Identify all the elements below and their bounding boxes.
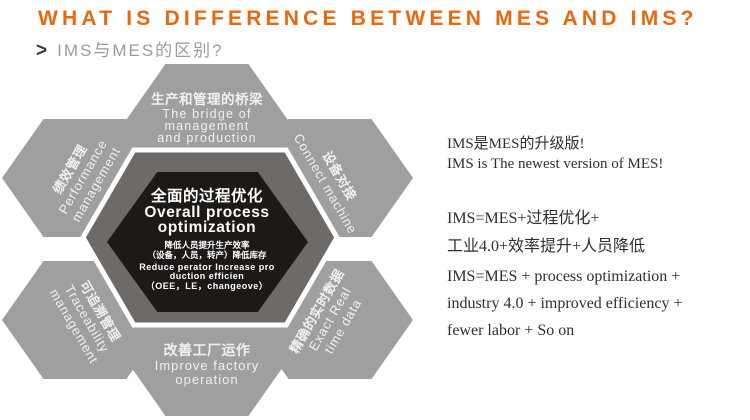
center-detail-en: duction efficien: [170, 271, 245, 281]
hexagon-bottom-label: operation: [175, 372, 238, 387]
center-detail-zh: （设备，人员，转产）降低库存: [147, 250, 267, 260]
page-title: WHAT IS DIFFERENCE BETWEEN MES AND IMS?: [38, 7, 698, 30]
panel-paragraph-2: IMS=MES+过程优化+ 工业4.0+效率提升+人员降低: [447, 205, 747, 261]
hexagon-top-label: The bridge of: [162, 107, 251, 121]
center-hexagon-text: 全面的过程优化 Overall process optimization 降低人…: [139, 186, 275, 291]
hexagon-bottom-label: Improve factory: [155, 358, 260, 373]
hexagon-bottom-label: 改善工厂运作: [164, 342, 251, 358]
panel-line: IMS=MES + process optimization +: [447, 268, 681, 285]
panel-paragraph-3: IMS=MES + process optimization + industr…: [447, 263, 747, 344]
center-hexagon: [107, 172, 308, 312]
center-title-zh: 全面的过程优化: [150, 186, 263, 205]
center-detail-en: （OEE，LE，changeove）: [146, 281, 269, 291]
panel-line: industry 4.0 + improved efficiency +: [447, 295, 683, 312]
right-panel: IMS是MES的升级版! IMS is The newest version o…: [447, 134, 747, 344]
panel-paragraph-1: IMS是MES的升级版! IMS is The newest version o…: [447, 134, 747, 174]
hexagon-top-label: 生产和管理的桥梁: [151, 91, 263, 107]
center-detail-en: Reduce perator Increase pro: [139, 262, 275, 272]
hexagon-bottom-left: 可追溯管理 Traceability management: [2, 261, 168, 379]
panel-line: fewer labor + So on: [447, 322, 575, 339]
center-detail-zh: 降低人员提升生产效率: [164, 240, 250, 250]
panel-line: IMS=MES+过程优化+: [447, 210, 600, 227]
subtitle-text: IMS与MES的区别?: [57, 41, 224, 60]
hexagon-diagram: 生产和管理的桥梁 The bridge of management and pr…: [2, 64, 413, 416]
subtitle: > IMS与MES的区别?: [36, 36, 224, 62]
panel-line: 工业4.0+效率提升+人员降低: [447, 238, 646, 255]
center-title-en: optimization: [158, 219, 256, 236]
panel-line: IMS is The newest version of MES!: [447, 156, 664, 172]
panel-line: IMS是MES的升级版!: [447, 136, 585, 152]
hexagon-top-label: management: [165, 119, 250, 133]
center-title-en: Overall process: [144, 204, 269, 221]
chevron-right-icon: >: [36, 39, 50, 62]
hexagon-top-label: and production: [157, 131, 257, 145]
